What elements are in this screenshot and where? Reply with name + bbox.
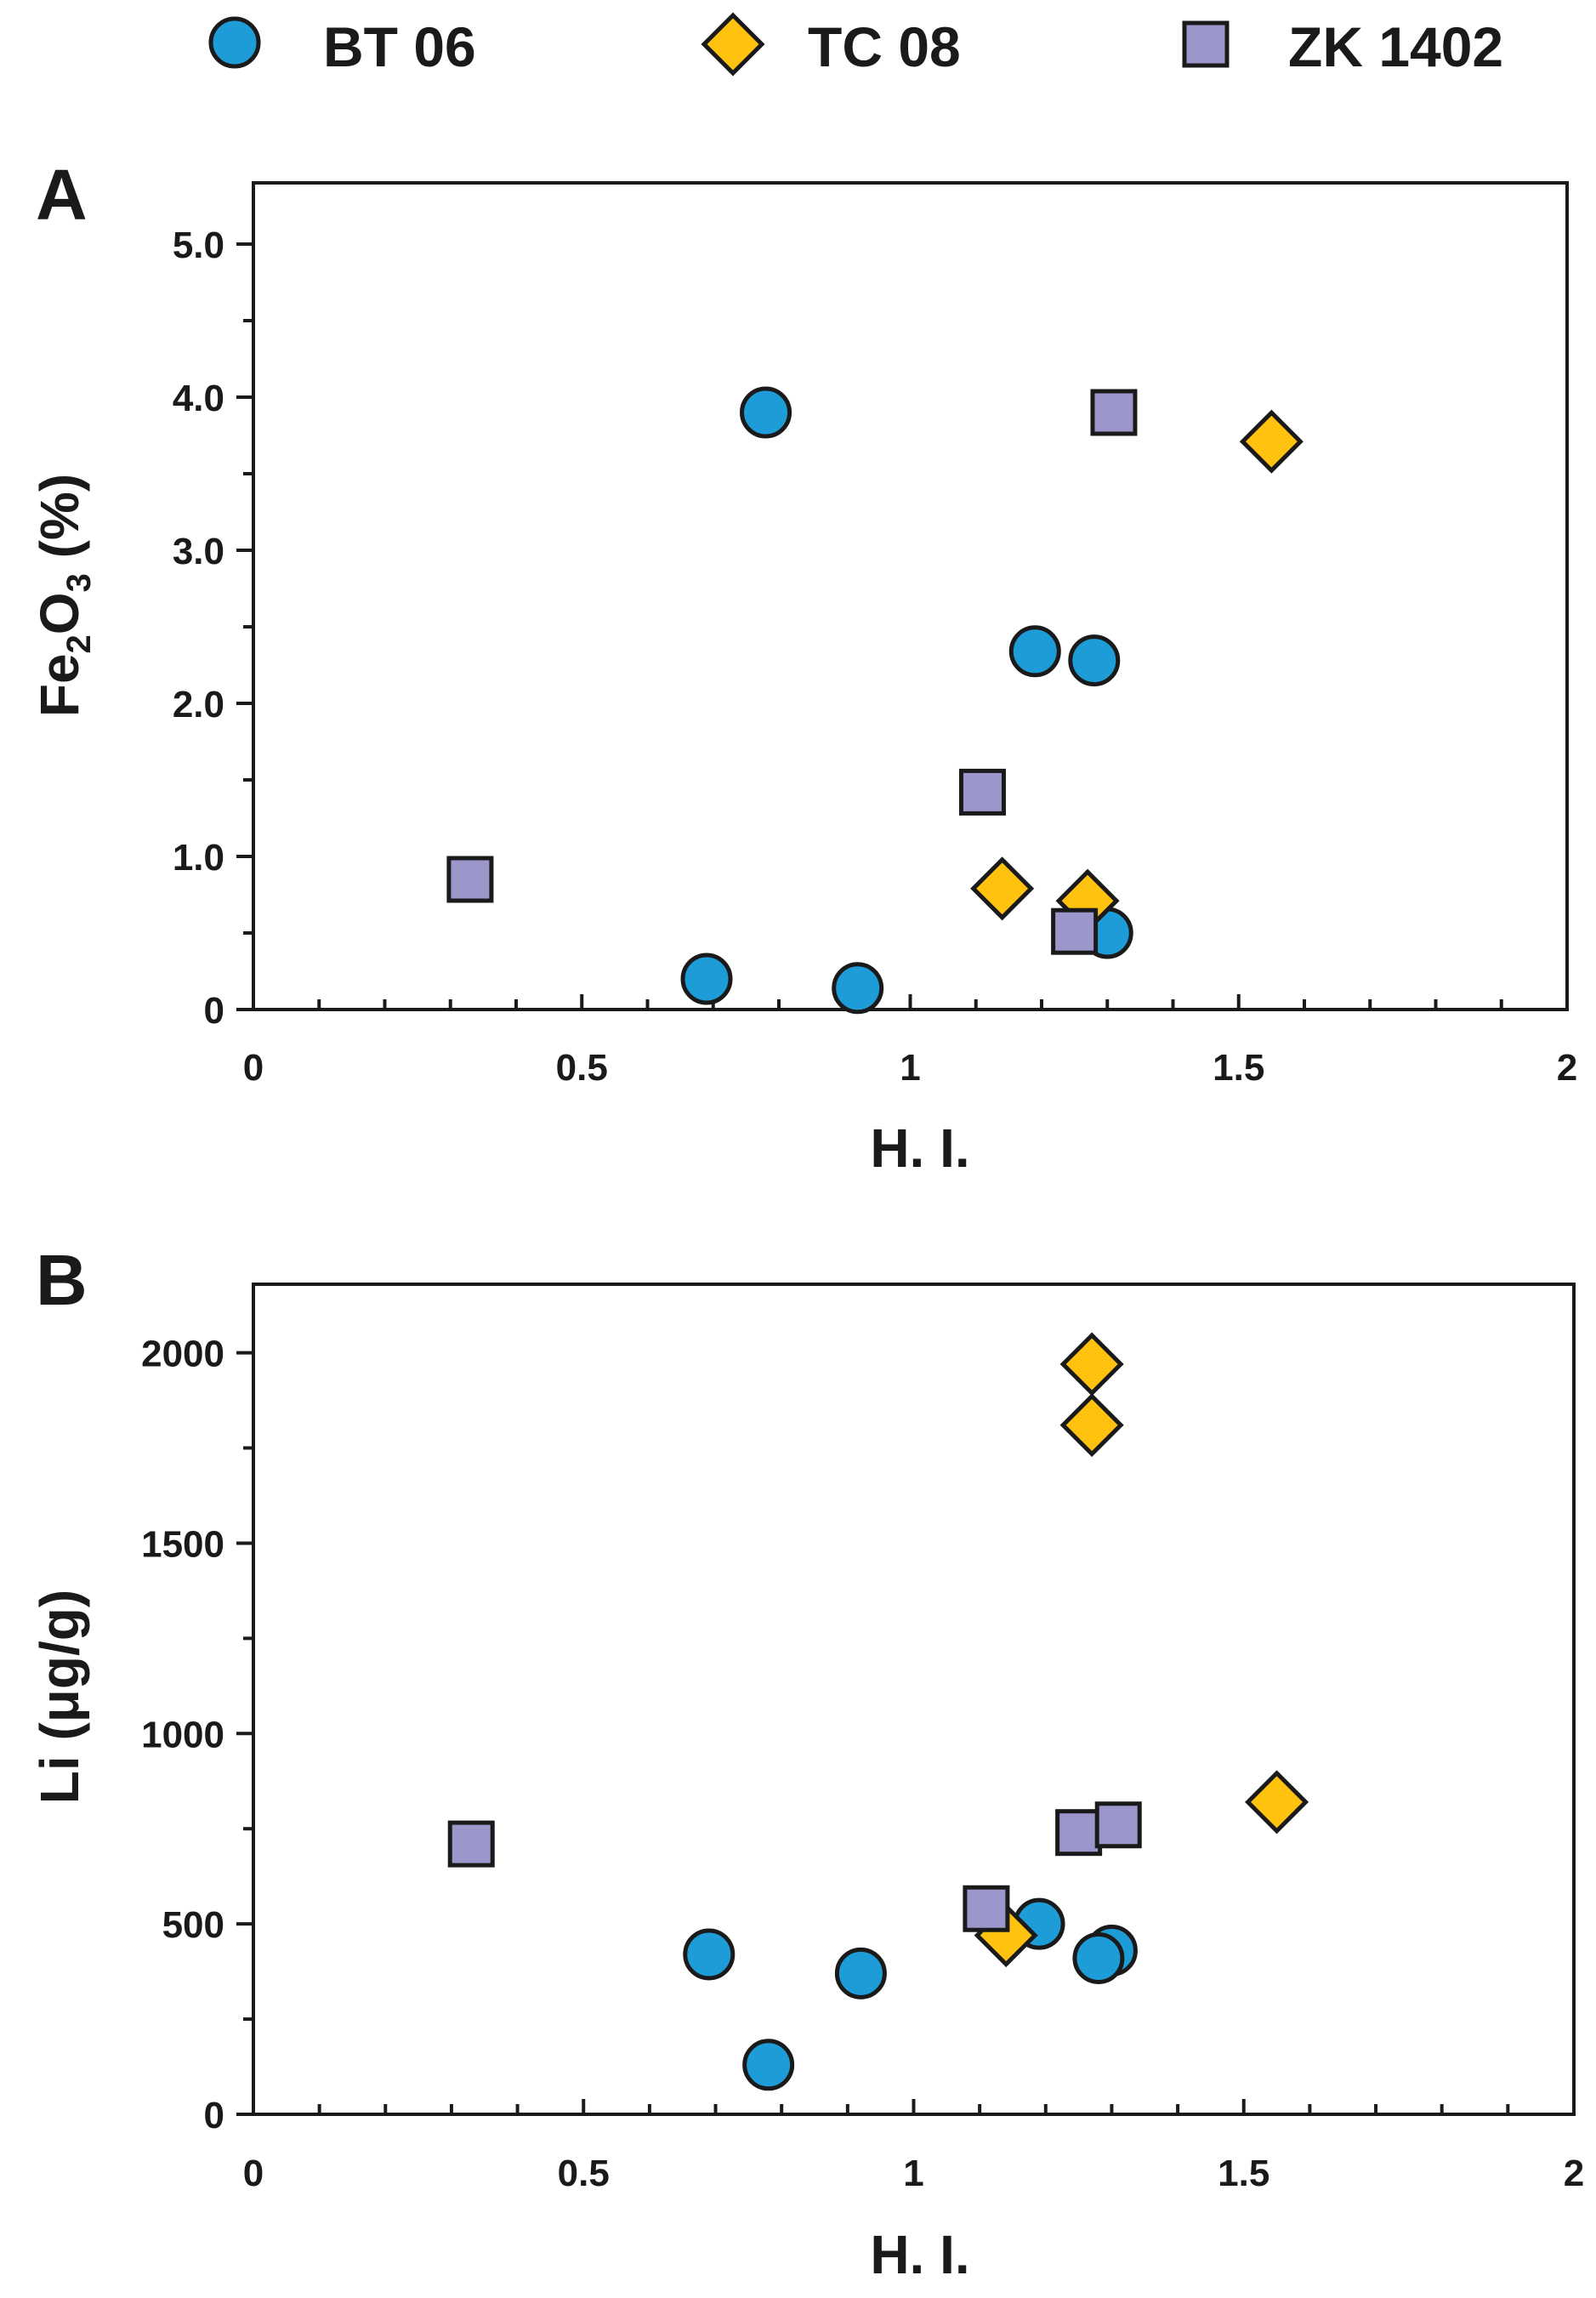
y-axis-title: Li (μg/g) [29,1590,90,1804]
y-tick-label: 1000 [141,1714,224,1755]
y-tick-label: 0 [204,990,224,1032]
x-tick-label: 2 [1564,2153,1584,2194]
point-bt06-circle [834,1947,887,1999]
x-tick-label: 0 [243,1047,264,1089]
y-title-subscript: 2 [60,634,98,653]
y-tick-label: 5.0 [173,225,224,266]
point-zk1402-square [963,1885,1010,1932]
point-tc08-diamond [1245,1770,1309,1834]
y-tick-label: 0 [204,2095,224,2136]
point-bt06-circle [1068,634,1121,687]
y-tick-label: 1500 [141,1523,224,1565]
legend-marker-diamond [701,12,765,77]
tick-labels: 0 0.5 1 1.5 2 0 1.0 2.0 3.0 4.0 5.0 [173,225,1577,1089]
x-tick-label: 1 [903,2153,923,2194]
y-tick-label: 3.0 [173,531,224,572]
legend-label: TC 08 [808,15,961,78]
y-tick-label: 500 [162,1904,224,1946]
panel-a: A 0 0.5 1 1.5 2 0 1.0 2.0 3.0 4.0 5.0 H. I. Fe2O3 … [29,155,1577,1179]
point-zk1402-square [1051,907,1099,955]
legend-marker-square [1182,20,1230,68]
data-marks [447,1332,1309,2091]
point-zk1402-square [447,1820,495,1868]
legend: BT 06 TC 08 ZK 1402 [208,12,1503,78]
point-bt06-circle [680,953,733,1005]
point-tc08-diamond [1059,1393,1124,1458]
y-title-part: Fe [29,653,90,717]
y-tick-label: 2000 [141,1334,224,1375]
panel-letter: A [36,155,88,235]
point-bt06-circle [1008,625,1061,678]
x-tick-label: 2 [1557,1047,1577,1089]
tick-labels: 0 0.5 1 1.5 2 0 500 1000 1500 2000 [141,1334,1584,2194]
legend-item-bt06: BT 06 [208,15,476,78]
point-zk1402-square [1055,1809,1103,1857]
x-tick-label: 1.5 [1213,1047,1264,1089]
point-zk1402-square [958,768,1006,816]
axis-ticks [236,1351,1576,2116]
legend-label: ZK 1402 [1288,15,1503,78]
y-title-part: O [29,592,90,634]
y-axis-title: Fe2O3 (%) [29,474,98,717]
point-tc08-diamond [970,856,1035,921]
point-bt06-circle [740,386,792,439]
legend-item-zk1402: ZK 1402 [1182,15,1503,78]
legend-marker-circle [208,16,261,69]
x-tick-label: 0.5 [558,2153,610,2194]
axis-ticks [236,242,1569,1011]
y-tick-label: 4.0 [173,378,224,419]
point-zk1402-square [1094,1801,1142,1849]
x-tick-label: 1 [900,1047,920,1089]
legend-item-tc08: TC 08 [701,12,961,78]
point-bt06-circle [1072,1931,1125,1984]
x-tick-label: 0.5 [556,1047,608,1089]
x-axis-title: H. I. [870,2224,969,2285]
legend-label: BT 06 [323,15,476,78]
point-tc08-diamond [1239,409,1303,474]
y-tick-label: 2.0 [173,684,224,725]
point-bt06-circle [742,2039,795,2091]
point-zk1402-square [446,856,494,903]
y-title-subscript: 3 [60,573,98,592]
x-axis-title: H. I. [870,1118,969,1179]
panel-letter: B [36,1240,88,1320]
plot-frame [252,1283,1576,2116]
panel-b: B 0 0.5 1 1.5 2 0 500 1000 1500 2000 H. I. Li (μg… [29,1240,1584,2285]
point-bt06-circle [832,962,884,1015]
point-tc08-diamond [1059,1332,1124,1396]
x-tick-label: 0 [243,2153,264,2194]
point-bt06-circle [683,1928,736,1981]
x-tick-label: 1.5 [1218,2153,1269,2194]
y-title-part: (%) [29,474,90,573]
data-marks [446,386,1303,1015]
y-tick-label: 1.0 [173,837,224,879]
point-zk1402-square [1090,389,1138,436]
